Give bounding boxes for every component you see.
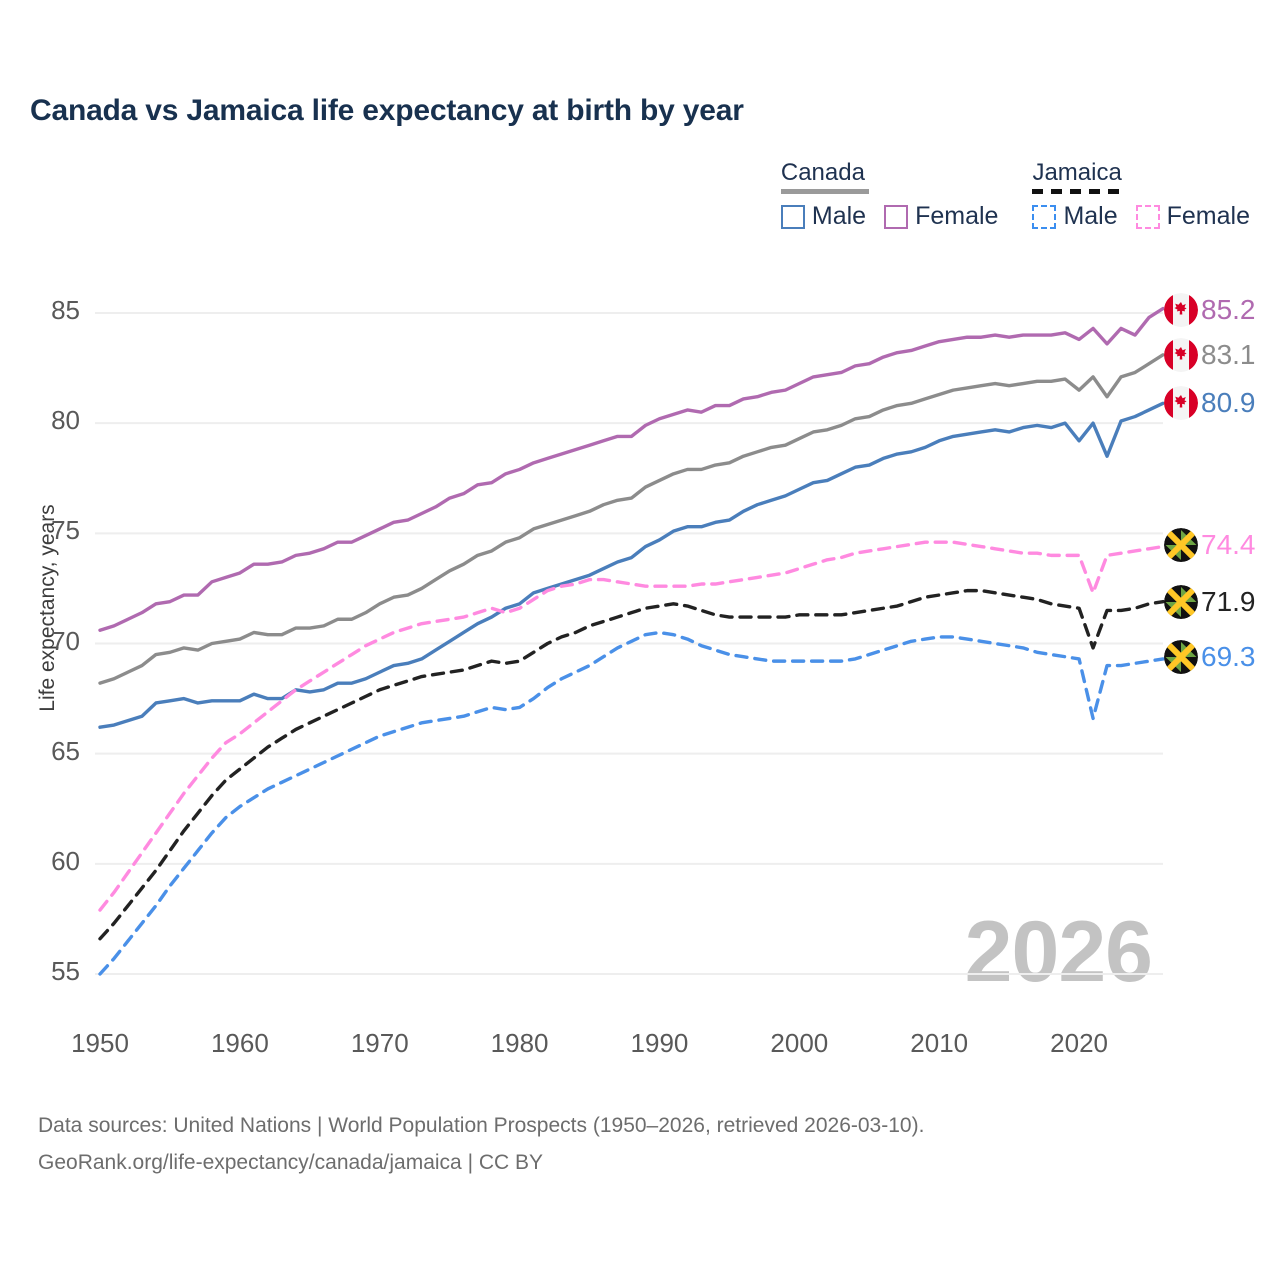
square-dashed-outline-icon: [1032, 204, 1057, 229]
x-tick-label: 2000: [770, 1028, 829, 1058]
legend-item-canada-male[interactable]: Male: [780, 202, 867, 231]
end-label-value: 85.2: [1201, 294, 1256, 325]
x-tick-label: 2010: [910, 1028, 969, 1058]
jamaica-flag-icon: [1164, 585, 1198, 619]
end-label-value: 71.9: [1201, 586, 1256, 617]
canada-flag-icon: [1164, 293, 1198, 327]
legend-rule-canada: [780, 189, 869, 195]
square-outline-icon: [884, 204, 909, 229]
x-tick-label: 2020: [1050, 1028, 1108, 1058]
y-tick-label: 75: [51, 515, 80, 546]
legend-country-label-jamaica: Jamaica: [1032, 159, 1122, 186]
series-line-canada-male: [98, 401, 1165, 729]
end-label-value: 83.1: [1201, 339, 1256, 370]
legend-label-jamaica-female: Female: [1166, 202, 1250, 231]
footer-line-url: GeoRank.org/life-expectancy/canada/jamai…: [38, 1150, 544, 1174]
y-tick-label: 65: [51, 735, 80, 766]
legend-item-jamaica-male[interactable]: Male: [1032, 202, 1118, 231]
end-label-value: 74.4: [1201, 529, 1256, 560]
x-tick-label: 1980: [490, 1028, 549, 1058]
end-label: 74.4: [1164, 528, 1256, 562]
y-tick-label: 85: [51, 295, 80, 325]
square-dashed-outline-icon: [1135, 204, 1160, 229]
page-title: Canada vs Jamaica life expectancy at bir…: [30, 94, 744, 127]
end-label: 69.3: [1164, 640, 1256, 674]
jamaica-flag-icon: [1164, 528, 1198, 562]
legend-group-jamaica: Jamaica Male Female: [1032, 160, 1250, 231]
end-label: 80.9: [1164, 386, 1256, 420]
series-line-jamaica-male: [98, 630, 1165, 976]
y-tick-label: 70: [51, 625, 80, 656]
x-tick-label: 1950: [71, 1028, 129, 1058]
y-tick-label: 80: [51, 405, 80, 436]
y-tick-label: 60: [51, 845, 80, 876]
canada-flag-icon: [1164, 338, 1198, 372]
footer-credits: Data sources: United Nations | World Pop…: [38, 1108, 924, 1182]
series-line-canada-female: [98, 306, 1165, 632]
legend-label-canada-female: Female: [915, 202, 999, 231]
footer-line-sources: Data sources: United Nations | World Pop…: [38, 1114, 925, 1137]
x-tick-label: 1990: [630, 1028, 689, 1058]
series-line-jamaica-female: [98, 540, 1165, 912]
legend-rule-jamaica: [1032, 189, 1121, 195]
series-line-jamaica-total: [98, 588, 1165, 941]
y-tick-label: 55: [51, 956, 80, 986]
x-tick-label: 1960: [210, 1028, 269, 1058]
legend-group-canada: Canada Male Female: [780, 159, 998, 231]
jamaica-flag-icon: [1164, 640, 1198, 674]
legend-item-canada-female[interactable]: Female: [884, 202, 998, 231]
legend-label-canada-male: Male: [811, 202, 867, 231]
legend-label-jamaica-male: Male: [1063, 202, 1118, 231]
end-label: 85.2: [1164, 293, 1256, 327]
end-label-value: 80.9: [1201, 387, 1256, 418]
legend-country-label-canada: Canada: [780, 159, 865, 186]
chart-legend: Canada Male Female Jamaica Male Female: [0, 160, 1250, 231]
legend-item-jamaica-female[interactable]: Female: [1135, 202, 1250, 231]
end-label-value: 69.3: [1201, 641, 1256, 672]
x-tick-label: 1970: [350, 1028, 409, 1058]
series-line-canada-total: [98, 353, 1165, 685]
end-label: 71.9: [1164, 585, 1256, 619]
square-outline-icon: [780, 204, 805, 229]
end-label: 83.1: [1164, 338, 1256, 372]
canada-flag-icon: [1164, 386, 1198, 420]
year-watermark: 2026: [964, 904, 1153, 1000]
